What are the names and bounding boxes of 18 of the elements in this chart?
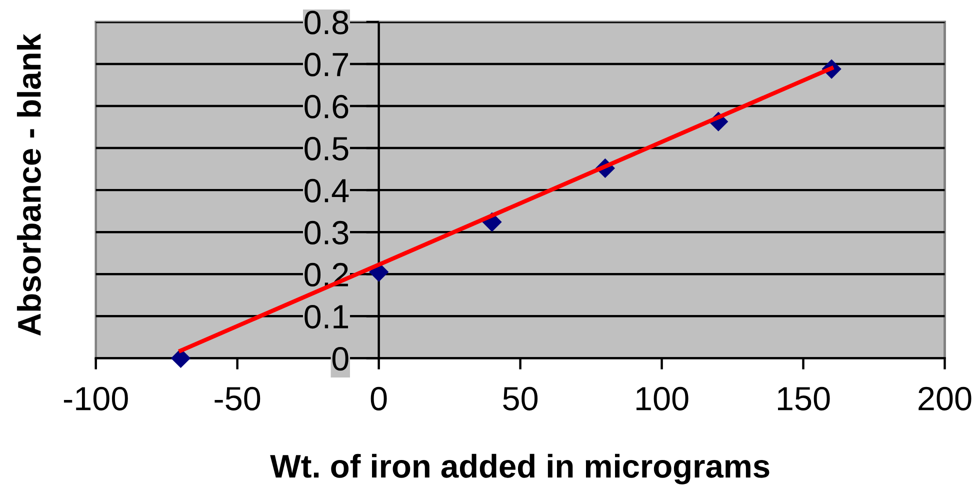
x-axis-title: Wt. of iron added in micrograms xyxy=(270,454,770,484)
y-tick-label: 0 xyxy=(332,346,348,371)
y-axis-title: Absorbance - blank xyxy=(16,34,41,336)
y-tick-label: 0.8 xyxy=(304,10,348,34)
y-tick-label: 0.1 xyxy=(304,304,348,329)
x-tick-label: 150 xyxy=(778,386,830,410)
y-tick-label: 0.5 xyxy=(304,136,348,160)
y-tick-label: 0.3 xyxy=(304,220,348,245)
x-tick-label: 200 xyxy=(918,386,972,410)
x-tick-label: 50 xyxy=(503,386,538,410)
y-tick-label: 0.7 xyxy=(304,52,348,76)
x-tick-label: -100 xyxy=(64,386,128,410)
x-tick-label: 100 xyxy=(636,386,688,410)
x-tick-label: -50 xyxy=(214,386,260,410)
y-tick-label: 0.6 xyxy=(304,94,348,118)
x-tick-label: 0 xyxy=(370,386,387,410)
y-tick-label: 0.4 xyxy=(304,178,349,202)
point xyxy=(171,348,190,368)
